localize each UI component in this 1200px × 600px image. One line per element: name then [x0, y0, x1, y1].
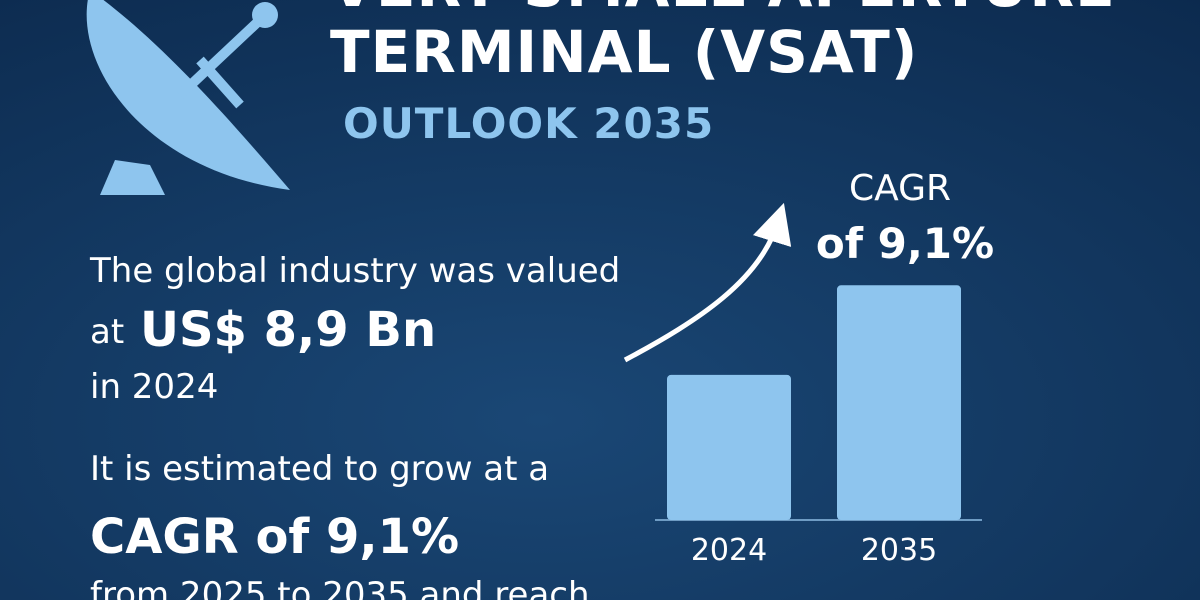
- body-text: It is estimated to grow at a: [90, 449, 549, 489]
- subtitle: OUTLOOK 2035: [343, 99, 714, 148]
- body-text: in 2024: [90, 367, 218, 407]
- highlight-value: US$ 8,9 Bn: [140, 302, 436, 358]
- title-line: VERY SMALL APERTURE: [330, 0, 1116, 20]
- annotation: of 9,1%: [816, 219, 994, 268]
- bar: [667, 374, 791, 520]
- body-text: at: [90, 312, 124, 352]
- body-text: The global industry was valued: [89, 251, 620, 291]
- dish-icon: [86, 0, 290, 195]
- growth-arrow: [623, 202, 792, 363]
- body-text: from 2025 to 2035 and reach: [90, 575, 590, 600]
- x-tick-label: 2035: [861, 533, 937, 568]
- title-line: TERMINAL (VSAT): [330, 18, 918, 86]
- x-tick-label: 2024: [691, 533, 767, 568]
- annotation: CAGR: [849, 168, 951, 209]
- highlight-cagr: CAGR of 9,1%: [90, 509, 459, 565]
- bar: [837, 285, 961, 520]
